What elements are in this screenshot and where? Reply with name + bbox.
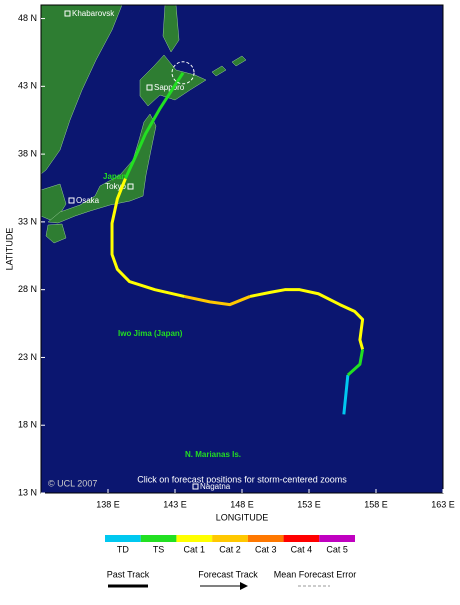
y-tick-label: 18 N — [18, 420, 37, 430]
city-label: Osaka — [76, 196, 100, 205]
category-swatch — [247, 535, 284, 542]
city-marker — [64, 10, 71, 17]
forecast-error — [171, 61, 195, 85]
y-tick-label: 38 N — [18, 148, 37, 158]
storm-track — [249, 288, 365, 350]
city-label: Nagatna — [200, 482, 231, 491]
place-label: N. Marianas Is. — [185, 450, 241, 459]
category-swatch — [140, 535, 177, 542]
category-swatch — [176, 535, 213, 542]
category-label: Cat 3 — [255, 544, 277, 554]
cities: Khabarovsk Sapporo Tokyo Osaka Nagatna J… — [48, 9, 347, 491]
city-label: Khabarovsk — [72, 9, 115, 18]
category-swatch — [212, 535, 248, 542]
y-tick-label: 43 N — [18, 81, 37, 91]
x-tick-label: 138 E — [96, 499, 120, 509]
zoom-note: Click on forecast positions for storm-ce… — [137, 474, 347, 484]
category-swatch — [105, 535, 141, 542]
place-label: Iwo Jima (Japan) — [118, 329, 183, 338]
category-label: Cat 1 — [184, 544, 206, 554]
place-label: Japan — [103, 172, 126, 181]
category-swatch — [319, 535, 355, 542]
city-marker — [192, 483, 199, 490]
legend-label: Forecast Track — [198, 569, 258, 579]
category-label: Cat 4 — [291, 544, 313, 554]
storm-track — [124, 71, 185, 180]
x-axis-label: LONGITUDE — [216, 512, 269, 522]
y-tick-label: 33 N — [18, 216, 37, 226]
city-marker — [146, 84, 153, 91]
category-swatch — [283, 535, 320, 542]
x-tick-label: 143 E — [163, 499, 187, 509]
x-tick-label: 148 E — [230, 499, 254, 509]
land — [40, 4, 247, 244]
legend-label: Mean Forecast Error — [274, 569, 357, 579]
city-marker — [68, 197, 75, 204]
storm-track — [110, 177, 185, 298]
y-axis-label: LATITUDE — [4, 228, 14, 271]
city-label: Sapporo — [154, 83, 185, 92]
x-tick-label: 158 E — [364, 499, 388, 509]
category-label: Cat 2 — [219, 544, 241, 554]
ocean — [41, 5, 443, 493]
storm-track — [342, 374, 350, 415]
x-tick-label: 163 E — [431, 499, 455, 509]
city-label: Tokyo — [105, 182, 126, 191]
y-tick-label: 28 N — [18, 284, 37, 294]
storm-track — [346, 349, 365, 377]
copyright: © UCL 2007 — [48, 478, 97, 488]
category-label: TS — [153, 544, 165, 554]
legend-label: Past Track — [107, 569, 150, 579]
category-label: TD — [117, 544, 129, 554]
y-tick-label: 23 N — [18, 352, 37, 362]
storm-track — [184, 294, 251, 307]
category-label: Cat 5 — [326, 544, 348, 554]
y-tick-label: 13 N — [18, 487, 37, 497]
city-marker — [127, 183, 134, 190]
x-tick-label: 153 E — [297, 499, 321, 509]
arrow — [240, 582, 248, 590]
y-tick-label: 48 N — [18, 13, 37, 23]
